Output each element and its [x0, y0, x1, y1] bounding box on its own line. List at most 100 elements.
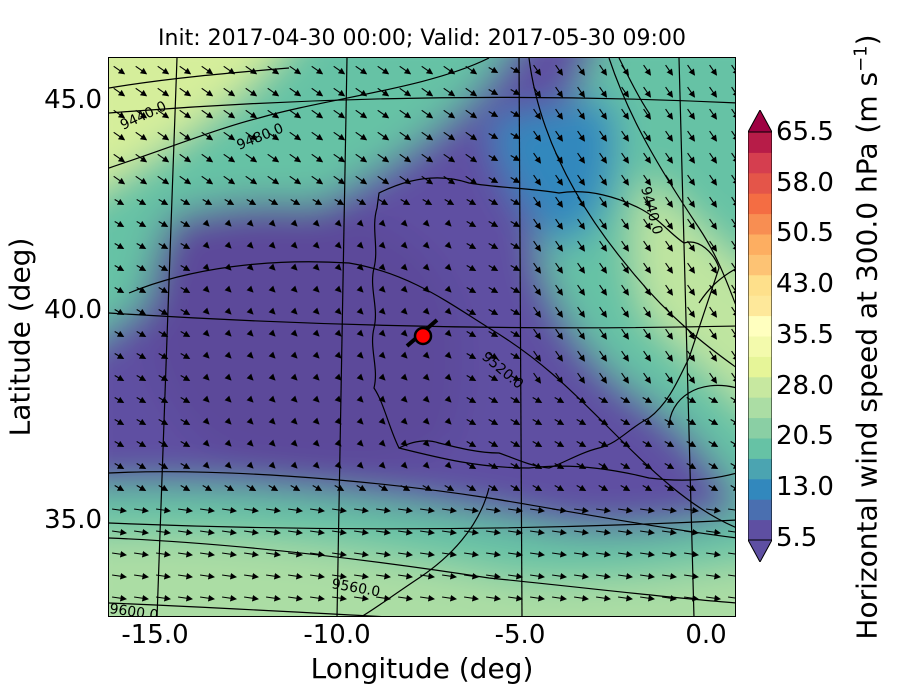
colorbar-tick-label: 65.5	[776, 117, 834, 147]
wind-vector-arrow	[577, 328, 586, 340]
wind-vector-arrow	[444, 219, 452, 227]
wind-vector-arrow	[444, 395, 452, 403]
wind-vector-arrow	[202, 329, 210, 337]
wind-vector-arrow	[200, 594, 215, 602]
wind-vector-arrow	[686, 462, 697, 470]
wind-vector-arrow	[530, 550, 545, 558]
wind-vector-arrow	[157, 87, 170, 97]
wind-vector-arrow	[555, 174, 564, 186]
wind-vector-arrow	[135, 131, 148, 141]
wind-vector-arrow	[598, 484, 609, 492]
wind-vector-arrow	[709, 262, 718, 274]
wind-vector-arrow	[643, 64, 652, 76]
wind-vector-arrow	[376, 528, 391, 536]
wind-vector-arrow	[156, 506, 171, 514]
wind-vector-arrow	[687, 284, 696, 296]
wind-vector-arrow	[552, 528, 567, 536]
wind-vector-arrow	[268, 484, 279, 492]
wind-vector-arrow	[621, 372, 630, 384]
wind-vector-arrow	[180, 330, 191, 338]
wind-vector-arrow	[376, 594, 391, 602]
wind-vector-arrow	[378, 219, 386, 227]
wind-vector-arrow	[444, 484, 455, 492]
wind-vector-arrow	[706, 528, 721, 536]
wind-vector-arrow	[223, 109, 236, 119]
wind-vector-arrow	[356, 263, 364, 271]
wind-vector-arrow	[555, 86, 564, 98]
wind-vector-arrow	[223, 153, 236, 163]
wind-vector-arrow	[224, 395, 232, 403]
wind-vector-arrow	[665, 86, 674, 98]
map-panel[interactable]: 9440.0 9480.0 9440.0 9520.0 9560.0 9600.…	[108, 57, 736, 617]
wind-vector-arrow	[312, 439, 320, 447]
wind-vector-arrow	[266, 572, 281, 580]
wind-vector-arrow	[378, 241, 386, 249]
wind-vector-arrow	[465, 175, 478, 185]
wind-vector-arrow	[290, 263, 298, 271]
wind-vector-arrow	[312, 351, 320, 359]
wind-vector-arrow	[510, 484, 521, 492]
wind-vector-arrow	[618, 528, 633, 536]
wind-vector-arrow	[574, 528, 589, 536]
wind-vector-arrow	[222, 550, 237, 558]
wind-vector-arrow	[356, 198, 367, 206]
wind-vector-arrow	[444, 198, 455, 206]
wind-vector-arrow	[709, 174, 718, 186]
wind-vector-arrow	[136, 286, 147, 294]
wind-vector-arrow	[311, 131, 324, 141]
wind-vector-arrow	[378, 198, 389, 206]
wind-vector-arrow	[135, 87, 148, 97]
wind-vector-arrow	[354, 594, 369, 602]
wind-vector-arrow	[202, 263, 210, 271]
wind-vector-arrow	[599, 372, 608, 384]
wind-vector-arrow	[488, 264, 499, 272]
wind-vector-arrow	[488, 66, 499, 74]
colorbar-band	[748, 478, 772, 500]
wind-vector-arrow	[354, 528, 369, 536]
wind-vector-arrow	[486, 506, 501, 514]
colorbar-band	[748, 295, 772, 317]
wind-vector-arrow	[731, 130, 735, 142]
wind-vector-arrow	[640, 594, 655, 602]
wind-vector-arrow	[289, 109, 302, 119]
wind-vector-arrow	[246, 263, 254, 271]
wind-vector-arrow	[621, 174, 630, 186]
wind-vector-arrow	[555, 262, 564, 274]
wind-vector-arrow	[621, 240, 630, 252]
wind-vector-arrow	[134, 550, 149, 558]
wind-vector-arrow	[684, 572, 699, 580]
wind-vector-arrow	[576, 462, 587, 470]
wind-vector-arrow	[399, 109, 412, 119]
wind-vector-arrow	[533, 196, 542, 208]
wind-vector-arrow	[288, 550, 303, 558]
colorbar-label: Horizontal wind speed at 300.0 hPa (m s−…	[850, 34, 884, 640]
wind-vector-arrow	[223, 175, 236, 185]
wind-vector-arrow	[642, 440, 653, 448]
wind-vector-arrow	[332, 594, 347, 602]
wind-vector-arrow	[510, 440, 521, 448]
location-marker-dot	[413, 326, 433, 346]
wind-vector-arrow	[398, 572, 413, 580]
wind-vector-arrow	[114, 220, 125, 228]
wind-vector-arrow	[288, 594, 303, 602]
wind-vector-arrow	[158, 286, 169, 294]
wind-vector-arrow	[488, 242, 499, 250]
wind-vector-arrow	[224, 285, 232, 293]
wind-vector-arrow	[202, 439, 210, 447]
wind-vector-arrow	[708, 440, 719, 448]
wind-vector-arrow	[180, 440, 191, 448]
wind-vector-arrow	[310, 572, 325, 580]
wind-vector-arrow	[640, 572, 655, 580]
wind-vector-arrow	[311, 87, 324, 97]
colorbar-band	[748, 193, 772, 215]
wind-vector-arrow	[179, 65, 192, 75]
wind-vector-arrow	[466, 440, 477, 448]
wind-vector-arrow	[135, 109, 148, 119]
wind-vector-arrow	[312, 373, 320, 381]
colorbar-tick-label: 20.5	[776, 421, 834, 451]
wind-vector-arrow	[420, 528, 435, 536]
wind-vector-arrow	[400, 417, 408, 425]
wind-vector-arrow	[201, 153, 214, 163]
wind-vector-arrow	[202, 351, 210, 359]
wind-vector-arrow	[134, 594, 149, 602]
